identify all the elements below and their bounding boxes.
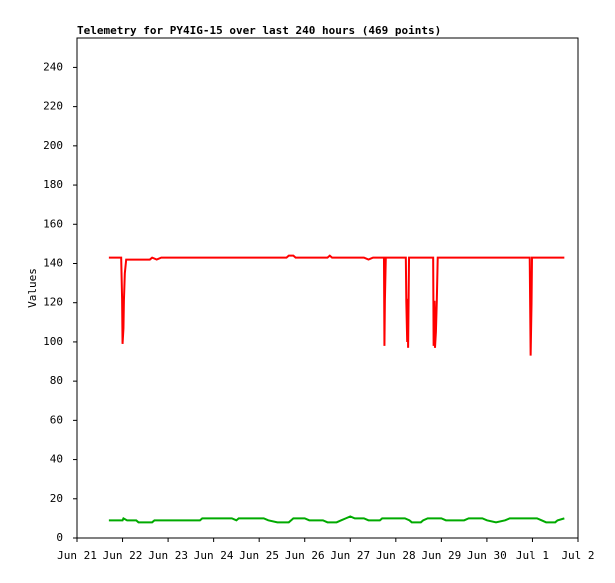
x-tick-label: Jun 27 [330,549,370,562]
x-tick-label: Jun 30 [467,549,507,562]
x-tick-label: Jun 24 [194,549,234,562]
y-tick-label: 40 [50,453,63,466]
x-tick-label: Jul 2 [561,549,594,562]
y-tick-label: 140 [43,256,63,269]
y-tick-label: 0 [56,531,63,544]
y-tick-label: 100 [43,335,63,348]
y-tick-label: 120 [43,296,63,309]
y-tick-label: 240 [43,60,63,73]
x-tick-label: Jun 21 [57,549,97,562]
y-tick-label: 220 [43,100,63,113]
y-axis-label: Values [26,268,39,308]
x-tick-label: Jun 22 [103,549,143,562]
x-tick-label: Jun 25 [239,549,279,562]
x-tick-label: Jun 26 [285,549,325,562]
series-line [108,515,565,524]
y-tick-label: 20 [50,492,63,505]
x-tick-label: Jun 29 [421,549,461,562]
plot-frame [76,37,579,539]
y-tick-label: 60 [50,413,63,426]
series-line [108,254,565,356]
x-tick-label: Jun 28 [376,549,416,562]
y-tick-label: 200 [43,139,63,152]
chart-title: Telemetry for PY4IG-15 over last 240 hou… [77,24,441,37]
x-tick-label: Jun 23 [148,549,188,562]
y-tick-label: 160 [43,217,63,230]
y-tick-label: 180 [43,178,63,191]
y-tick-label: 80 [50,374,63,387]
x-tick-label: Jul 1 [516,549,549,562]
